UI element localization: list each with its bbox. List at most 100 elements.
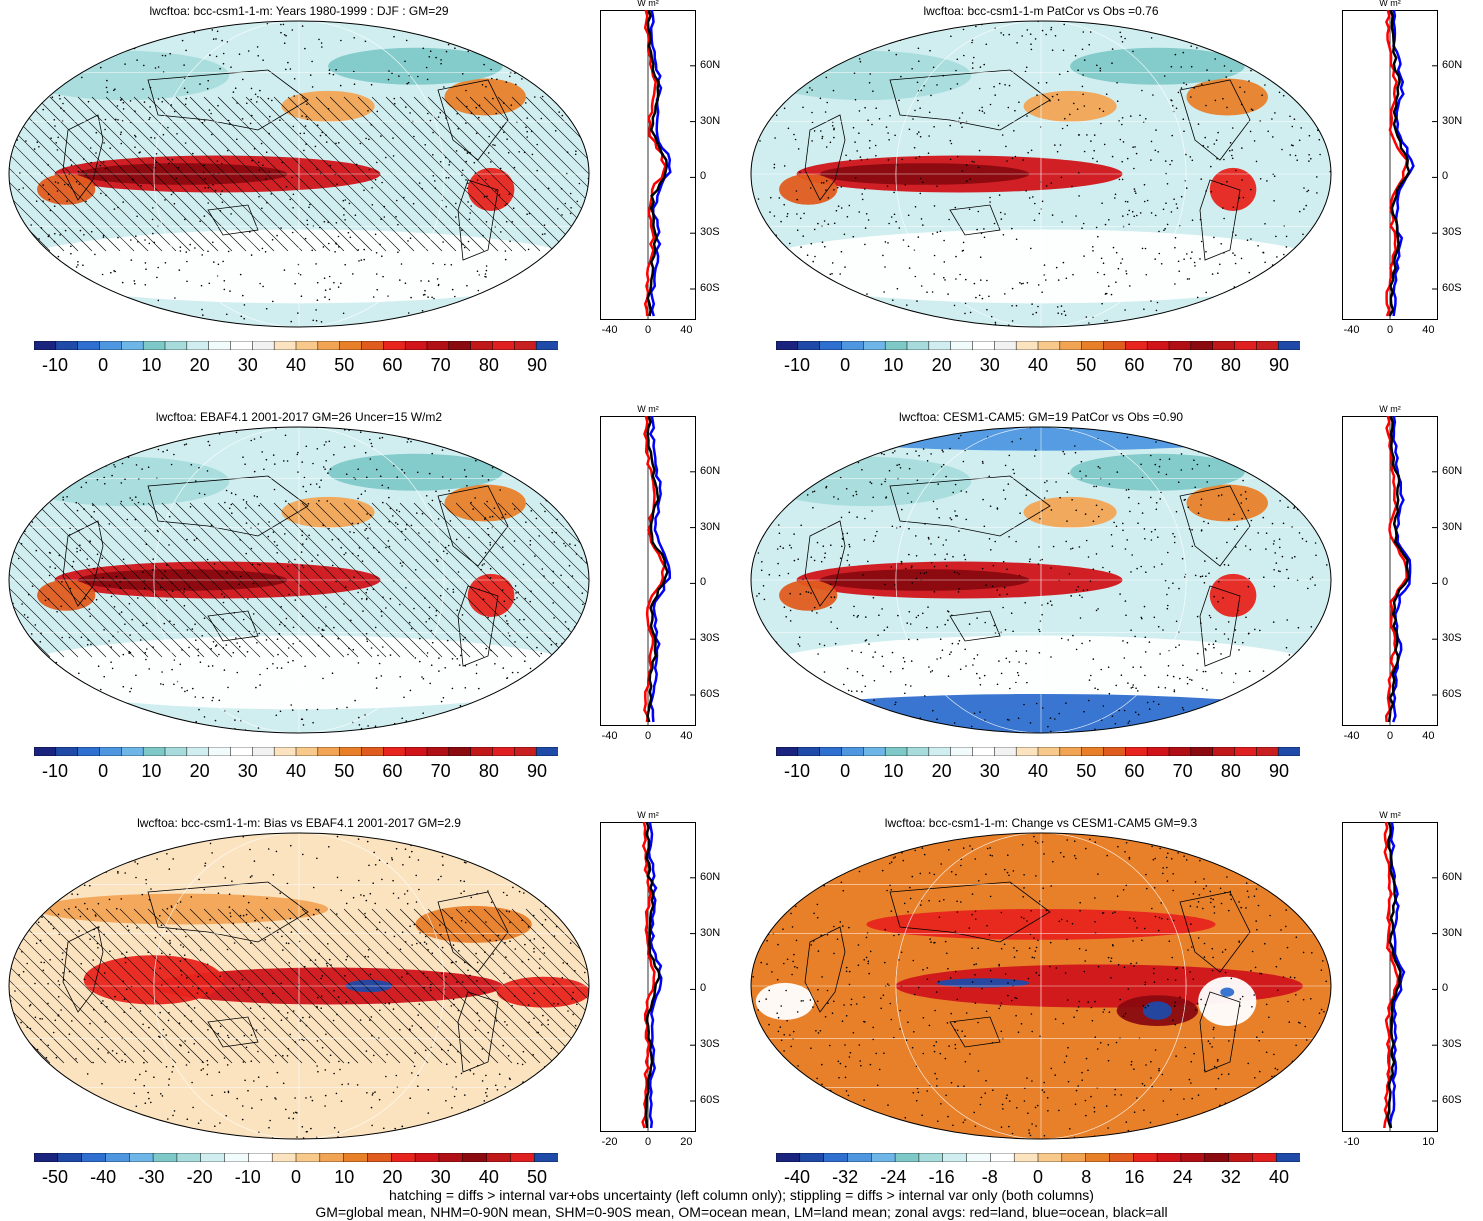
zonal-lat-label: 30N [1442, 114, 1463, 127]
colorbar-label: 50 [334, 761, 355, 781]
zonal-xtick-label: -10 [1343, 1136, 1360, 1148]
zonal-lat-label: 0 [700, 170, 707, 183]
colorbar-label: 20 [189, 761, 210, 781]
colorbar-label: 80 [478, 761, 499, 781]
global-map [8, 426, 590, 734]
zonal-xtick-label: 0 [1386, 324, 1394, 336]
colorbar-label: 70 [1172, 761, 1193, 781]
colorbar-label: 80 [1220, 355, 1241, 375]
colorbar-label: 0 [98, 355, 109, 375]
colorbar [34, 1153, 558, 1162]
colorbar-label: -50 [41, 1167, 68, 1187]
colorbar-label: 20 [189, 355, 210, 375]
colorbar-label: 20 [931, 355, 952, 375]
colorbar-label: 80 [478, 355, 499, 375]
colorbar-label: 90 [527, 761, 548, 781]
colorbar-label: 10 [883, 355, 904, 375]
colorbar-label: 16 [1124, 1167, 1145, 1187]
zonal-lat-label: 30S [700, 226, 720, 239]
colorbar-label: 90 [1269, 761, 1290, 781]
colorbar-label: 50 [1076, 355, 1097, 375]
zonal-lat-label: 30S [700, 632, 720, 645]
colorbar-label: 40 [1269, 1167, 1290, 1187]
colorbar-label: -10 [783, 761, 810, 781]
colorbar-label: 50 [1076, 761, 1097, 781]
zonal-xtick-label: 40 [680, 730, 693, 742]
zonal-lat-label: 60S [700, 282, 720, 294]
zonal-lat-label: 30S [1442, 226, 1462, 239]
colorbar-label: 0 [840, 761, 851, 781]
colorbar-label: 40 [285, 355, 307, 375]
colorbar-label: 50 [527, 1167, 548, 1187]
colorbar-label: -30 [138, 1167, 165, 1187]
colorbar-label: 0 [840, 355, 851, 375]
zonal-xtick-label: 0 [644, 1136, 652, 1148]
zonal-xtick-label: -40 [1343, 730, 1360, 742]
colorbar-label: 0 [290, 1167, 302, 1187]
zonal-lat-label: 60N [1442, 464, 1463, 477]
panel-title: lwcftoa: bcc-csm1-1-m PatCor vs Obs =0.7… [923, 4, 1159, 18]
zonal-average-plot [600, 822, 696, 1132]
colorbar-label: 32 [1220, 1167, 1241, 1187]
zonal-xtick-label: -40 [1343, 324, 1360, 336]
zonal-average-plot [1342, 10, 1438, 320]
colorbar-label: 70 [430, 761, 451, 781]
zonal-lat-label: 60S [700, 1094, 720, 1106]
zonal-average-plot [1342, 822, 1438, 1132]
zonal-unit-label: W m² [637, 404, 659, 414]
colorbar-label: 20 [931, 761, 952, 781]
global-map [750, 426, 1332, 734]
colorbar-label: 40 [1027, 355, 1049, 375]
colorbar-label: -40 [783, 1167, 810, 1187]
panel-title: lwcftoa: CESM1-CAM5: GM=19 PatCor vs Obs… [898, 410, 1184, 424]
zonal-xtick-label: 0 [644, 324, 652, 336]
zonal-lat-label: 30N [1442, 926, 1463, 939]
colorbar [34, 747, 558, 756]
colorbar-label: 10 [334, 1167, 355, 1187]
colorbar [776, 341, 1300, 350]
colorbar-label: -16 [928, 1167, 955, 1187]
zonal-unit-label: W m² [1379, 0, 1401, 8]
colorbar-label: -32 [832, 1167, 859, 1187]
zonal-unit-label: W m² [637, 0, 659, 8]
colorbar-label: 90 [527, 355, 548, 375]
zonal-xtick-label: -20 [601, 1136, 618, 1148]
zonal-xtick-label: 0 [644, 730, 652, 742]
zonal-average-plot [600, 416, 696, 726]
colorbar-label: 10 [141, 761, 162, 781]
colorbar-label: 0 [98, 761, 109, 781]
zonal-lat-label: 30N [1442, 520, 1463, 533]
colorbar [776, 1153, 1300, 1162]
zonal-unit-label: W m² [637, 810, 659, 820]
zonal-lat-label: 30N [700, 520, 721, 533]
zonal-average-plot [1342, 416, 1438, 726]
colorbar-label: 30 [237, 761, 258, 781]
panel-title: lwcftoa: EBAF4.1 2001-2017 GM=26 Uncer=1… [155, 410, 443, 424]
panel-title: lwcftoa: bcc-csm1-1-m: Change vs CESM1-C… [884, 816, 1198, 830]
zonal-unit-label: W m² [1379, 404, 1401, 414]
footnote-line-1: hatching = diffs > internal var+obs unce… [389, 1187, 1094, 1203]
zonal-lat-label: 30S [1442, 632, 1462, 645]
colorbar-label: 50 [334, 355, 355, 375]
zonal-xtick-label: 40 [1422, 730, 1435, 742]
zonal-lat-label: 60S [1442, 282, 1462, 294]
colorbar-label: -40 [90, 1167, 117, 1187]
colorbar [776, 747, 1300, 756]
zonal-lat-label: 60N [700, 464, 721, 477]
zonal-lat-label: 0 [1442, 170, 1449, 183]
footnote-line-2: GM=global mean, NHM=0-90N mean, SHM=0-90… [315, 1204, 1168, 1220]
zonal-lat-label: 0 [1442, 576, 1449, 589]
global-map [750, 20, 1332, 328]
global-map [750, 832, 1332, 1140]
global-map [8, 832, 590, 1140]
colorbar-label: 70 [1172, 355, 1193, 375]
zonal-lat-label: 30S [1442, 1038, 1462, 1051]
zonal-lat-label: 0 [700, 576, 707, 589]
colorbar-label: 70 [430, 355, 451, 375]
colorbar-label: 30 [979, 761, 1000, 781]
global-map [8, 20, 590, 328]
zonal-lat-label: 60S [700, 688, 720, 700]
colorbar-label: 10 [141, 355, 162, 375]
colorbar-label: -24 [880, 1167, 907, 1187]
zonal-xtick-label: 20 [680, 1136, 693, 1148]
